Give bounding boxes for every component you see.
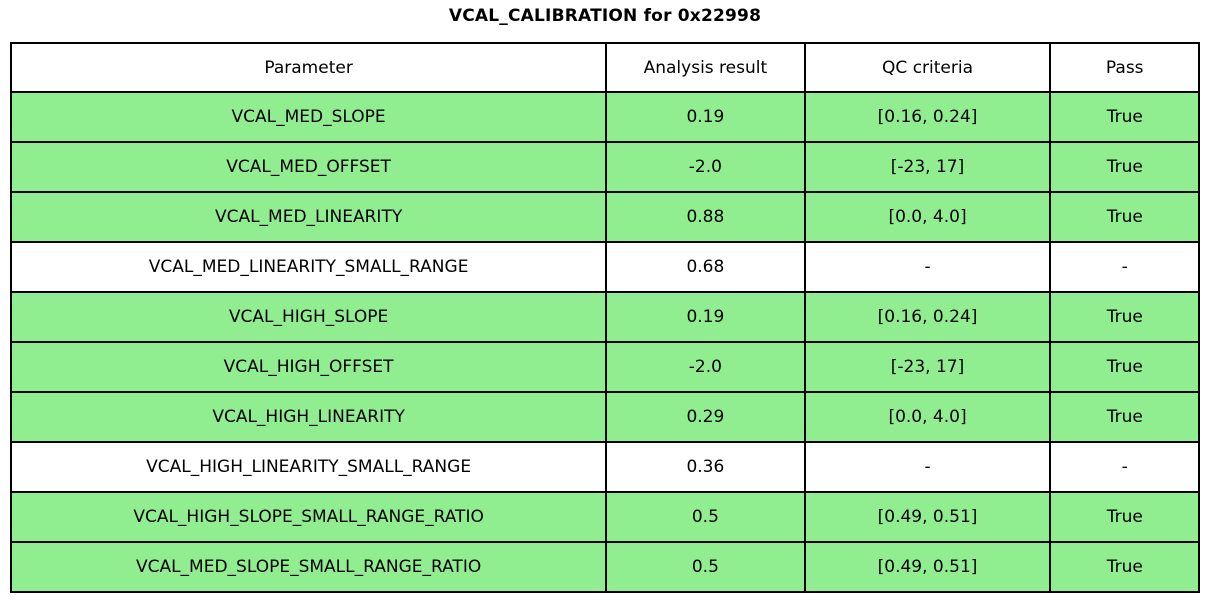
parameter-cell: VCAL_HIGH_LINEARITY_SMALL_RANGE	[9, 441, 608, 493]
parameter-cell: VCAL_MED_SLOPE	[9, 91, 608, 143]
table-row: VCAL_HIGH_SLOPE 0.19 [0.16, 0.24] True	[9, 291, 1200, 343]
parameter-cell: VCAL_HIGH_LINEARITY	[9, 391, 608, 443]
table-row: VCAL_MED_SLOPE_SMALL_RANGE_RATIO 0.5 [0.…	[9, 541, 1200, 593]
parameter-cell: VCAL_MED_SLOPE_SMALL_RANGE_RATIO	[9, 541, 608, 593]
pass-cell: True	[1049, 341, 1200, 393]
column-header-qc-criteria: QC criteria	[803, 42, 1052, 93]
table-row: VCAL_MED_LINEARITY_SMALL_RANGE 0.68 - -	[9, 241, 1200, 293]
pass-cell: True	[1049, 91, 1200, 143]
pass-cell: -	[1049, 241, 1200, 293]
qc-criteria-cell: [0.16, 0.24]	[803, 291, 1052, 343]
qc-criteria-cell: [-23, 17]	[803, 141, 1052, 193]
analysis-result-cell: -2.0	[605, 341, 806, 393]
page-title: VCAL_CALIBRATION for 0x22998	[448, 6, 762, 26]
analysis-result-cell: 0.5	[605, 541, 806, 593]
column-header-analysis-result: Analysis result	[605, 42, 806, 93]
table-row: VCAL_MED_OFFSET -2.0 [-23, 17] True	[9, 141, 1200, 193]
analysis-result-cell: 0.19	[605, 91, 806, 143]
parameter-cell: VCAL_HIGH_OFFSET	[9, 341, 608, 393]
analysis-result-cell: 0.29	[605, 391, 806, 443]
pass-cell: True	[1049, 391, 1200, 443]
table-row: VCAL_MED_SLOPE 0.19 [0.16, 0.24] True	[9, 91, 1200, 143]
analysis-result-cell: 0.19	[605, 291, 806, 343]
qc-criteria-cell: -	[803, 441, 1052, 493]
qc-criteria-cell: [0.49, 0.51]	[803, 541, 1052, 593]
pass-cell: True	[1049, 141, 1200, 193]
table-row: VCAL_MED_LINEARITY 0.88 [0.0, 4.0] True	[9, 191, 1200, 243]
analysis-result-cell: 0.5	[605, 491, 806, 543]
pass-cell: -	[1049, 441, 1200, 493]
column-header-parameter: Parameter	[9, 42, 608, 93]
qc-criteria-cell: [0.16, 0.24]	[803, 91, 1052, 143]
pass-cell: True	[1049, 491, 1200, 543]
pass-cell: True	[1049, 541, 1200, 593]
parameter-cell: VCAL_HIGH_SLOPE	[9, 291, 608, 343]
qc-criteria-cell: [0.0, 4.0]	[803, 191, 1052, 243]
parameter-cell: VCAL_MED_LINEARITY_SMALL_RANGE	[9, 241, 608, 293]
analysis-result-cell: 0.36	[605, 441, 806, 493]
qc-criteria-cell: [0.49, 0.51]	[803, 491, 1052, 543]
table-row: VCAL_HIGH_SLOPE_SMALL_RANGE_RATIO 0.5 [0…	[9, 491, 1200, 543]
results-table: Parameter Analysis result QC criteria Pa…	[9, 42, 1200, 593]
qc-criteria-cell: [-23, 17]	[803, 341, 1052, 393]
analysis-result-cell: 0.88	[605, 191, 806, 243]
table-row: VCAL_HIGH_LINEARITY_SMALL_RANGE 0.36 - -	[9, 441, 1200, 493]
parameter-cell: VCAL_MED_LINEARITY	[9, 191, 608, 243]
analysis-result-cell: 0.68	[605, 241, 806, 293]
column-header-pass: Pass	[1049, 42, 1200, 93]
analysis-result-cell: -2.0	[605, 141, 806, 193]
table-row: VCAL_HIGH_OFFSET -2.0 [-23, 17] True	[9, 341, 1200, 393]
pass-cell: True	[1049, 191, 1200, 243]
parameter-cell: VCAL_HIGH_SLOPE_SMALL_RANGE_RATIO	[9, 491, 608, 543]
qc-criteria-cell: -	[803, 241, 1052, 293]
header-row: Parameter Analysis result QC criteria Pa…	[9, 42, 1200, 93]
qc-criteria-cell: [0.0, 4.0]	[803, 391, 1052, 443]
parameter-cell: VCAL_MED_OFFSET	[9, 141, 608, 193]
pass-cell: True	[1049, 291, 1200, 343]
table-row: VCAL_HIGH_LINEARITY 0.29 [0.0, 4.0] True	[9, 391, 1200, 443]
